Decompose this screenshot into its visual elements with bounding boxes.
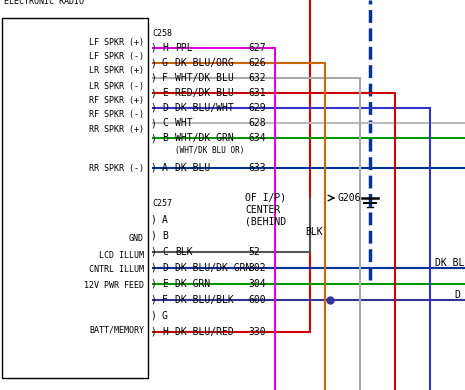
Text: ): ) bbox=[150, 263, 156, 273]
Text: ELECTRONIC RADIO: ELECTRONIC RADIO bbox=[4, 0, 84, 6]
Text: C: C bbox=[162, 118, 168, 128]
Text: G: G bbox=[162, 311, 168, 321]
Text: BLK: BLK bbox=[305, 227, 323, 237]
Text: ): ) bbox=[150, 163, 156, 173]
Text: (WHT/DK BLU OR): (WHT/DK BLU OR) bbox=[175, 145, 245, 154]
Text: 52: 52 bbox=[248, 247, 260, 257]
Text: DK BLU/ORG: DK BLU/ORG bbox=[175, 58, 234, 68]
Text: ): ) bbox=[150, 103, 156, 113]
Text: F: F bbox=[162, 295, 168, 305]
Text: LF SPKR (-): LF SPKR (-) bbox=[89, 53, 144, 62]
Text: 629: 629 bbox=[248, 103, 266, 113]
Text: ): ) bbox=[150, 279, 156, 289]
Text: ): ) bbox=[150, 43, 156, 53]
Text: E: E bbox=[162, 88, 168, 98]
Text: 631: 631 bbox=[248, 88, 266, 98]
Text: 626: 626 bbox=[248, 58, 266, 68]
Text: C: C bbox=[162, 247, 168, 257]
Text: DK BLU: DK BLU bbox=[175, 163, 210, 173]
Text: 600: 600 bbox=[248, 295, 266, 305]
Text: (BEHIND: (BEHIND bbox=[245, 217, 286, 227]
Text: BATT/MEMORY: BATT/MEMORY bbox=[89, 326, 144, 335]
Text: C258: C258 bbox=[152, 28, 172, 37]
Text: GND: GND bbox=[129, 234, 144, 243]
Text: DK BLU/DK GRN: DK BLU/DK GRN bbox=[175, 263, 252, 273]
Text: 628: 628 bbox=[248, 118, 266, 128]
Text: OF I/P): OF I/P) bbox=[245, 193, 286, 203]
Text: LR SPKR (-): LR SPKR (-) bbox=[89, 82, 144, 90]
Text: LCD ILLUM: LCD ILLUM bbox=[99, 250, 144, 259]
Text: D: D bbox=[162, 263, 168, 273]
Text: CNTRL ILLUM: CNTRL ILLUM bbox=[89, 266, 144, 275]
Text: DK GRN: DK GRN bbox=[175, 279, 210, 289]
Text: G206: G206 bbox=[338, 193, 361, 203]
Text: ): ) bbox=[150, 88, 156, 98]
Text: B: B bbox=[162, 231, 168, 241]
Text: ): ) bbox=[150, 247, 156, 257]
Text: ): ) bbox=[150, 295, 156, 305]
Text: E: E bbox=[162, 279, 168, 289]
Text: RR SPKR (+): RR SPKR (+) bbox=[89, 126, 144, 135]
Text: B: B bbox=[162, 133, 168, 143]
Text: C257: C257 bbox=[152, 200, 172, 209]
Text: DK BL: DK BL bbox=[435, 258, 465, 268]
Text: 330: 330 bbox=[248, 327, 266, 337]
Text: CENTER: CENTER bbox=[245, 205, 280, 215]
Text: 627: 627 bbox=[248, 43, 266, 53]
Text: DK BLU/BLK: DK BLU/BLK bbox=[175, 295, 234, 305]
Text: ): ) bbox=[150, 327, 156, 337]
Text: 302: 302 bbox=[248, 263, 266, 273]
Text: 304: 304 bbox=[248, 279, 266, 289]
Text: ): ) bbox=[150, 73, 156, 83]
Text: D: D bbox=[454, 290, 460, 300]
Text: LF SPKR (+): LF SPKR (+) bbox=[89, 37, 144, 46]
Text: ): ) bbox=[150, 118, 156, 128]
Text: G: G bbox=[162, 58, 168, 68]
Text: WHT/DK BLU: WHT/DK BLU bbox=[175, 73, 234, 83]
Text: DK BLU/WHT: DK BLU/WHT bbox=[175, 103, 234, 113]
Text: 633: 633 bbox=[248, 163, 266, 173]
Text: ): ) bbox=[150, 215, 156, 225]
Bar bbox=[2, 18, 148, 378]
Text: 632: 632 bbox=[248, 73, 266, 83]
Text: LR SPKR (+): LR SPKR (+) bbox=[89, 67, 144, 76]
Text: H: H bbox=[162, 327, 168, 337]
Text: DK BLU/RED: DK BLU/RED bbox=[175, 327, 234, 337]
Text: H: H bbox=[162, 43, 168, 53]
Text: 12V PWR FEED: 12V PWR FEED bbox=[84, 280, 144, 289]
Text: F: F bbox=[162, 73, 168, 83]
Text: ): ) bbox=[150, 58, 156, 68]
Text: RED/DK BLU: RED/DK BLU bbox=[175, 88, 234, 98]
Text: ): ) bbox=[150, 133, 156, 143]
Text: PPL: PPL bbox=[175, 43, 193, 53]
Text: WHT/DK GRN: WHT/DK GRN bbox=[175, 133, 234, 143]
Text: RR SPKR (-): RR SPKR (-) bbox=[89, 163, 144, 172]
Text: ): ) bbox=[150, 231, 156, 241]
Text: RF SPKR (-): RF SPKR (-) bbox=[89, 110, 144, 119]
Text: A: A bbox=[162, 215, 168, 225]
Text: BLK: BLK bbox=[175, 247, 193, 257]
Text: 634: 634 bbox=[248, 133, 266, 143]
Text: RF SPKR (+): RF SPKR (+) bbox=[89, 96, 144, 105]
Text: ): ) bbox=[150, 311, 156, 321]
Text: WHT: WHT bbox=[175, 118, 193, 128]
Text: D: D bbox=[162, 103, 168, 113]
Text: A: A bbox=[162, 163, 168, 173]
